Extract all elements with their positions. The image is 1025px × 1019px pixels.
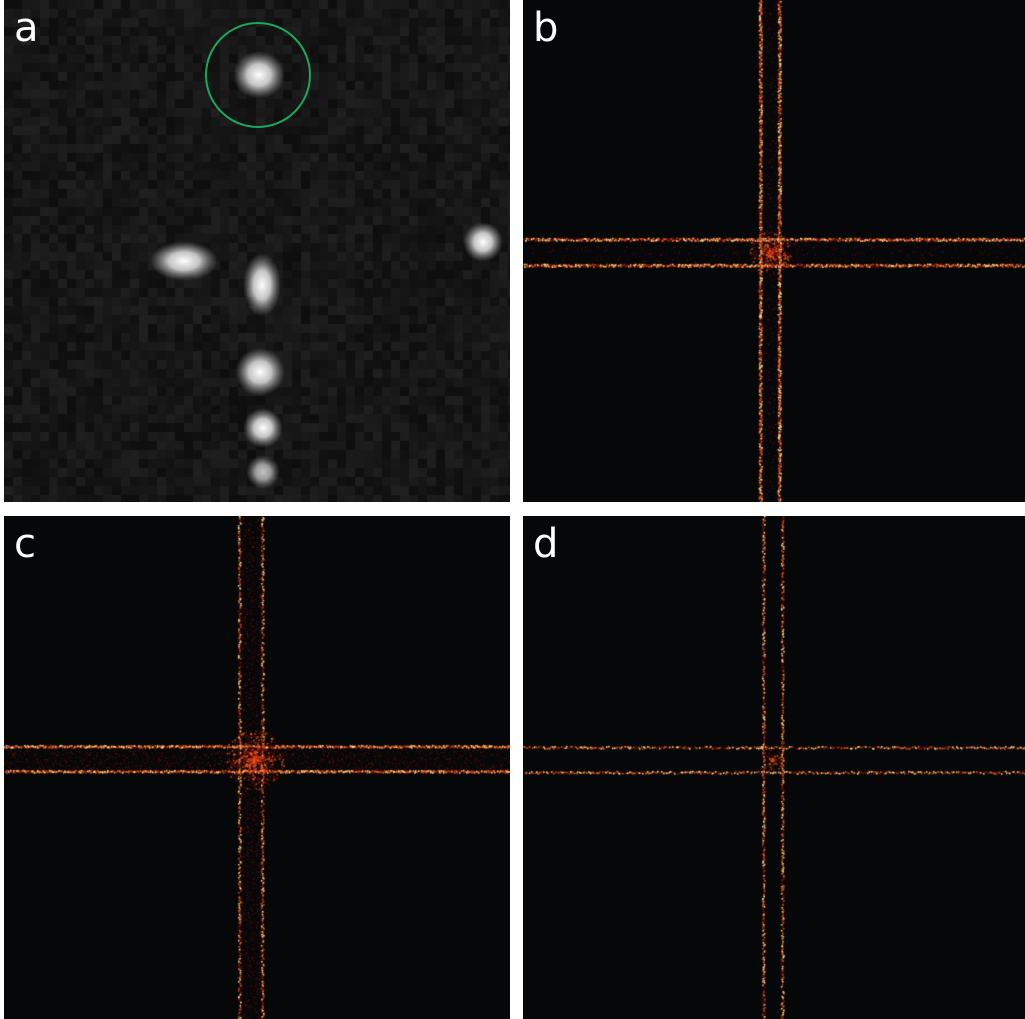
panel-label-d: d — [533, 521, 559, 567]
spot-highlighted — [233, 51, 285, 99]
panel-label-a: a — [14, 5, 39, 51]
streak-pattern — [523, 516, 1025, 1019]
spot-right — [463, 222, 503, 262]
streak-pattern — [4, 516, 510, 1019]
panel-label-b: b — [533, 5, 559, 51]
highlight-circle — [205, 22, 311, 128]
panel-a-microscopy-image: a — [4, 0, 510, 502]
spot-middle — [235, 348, 285, 396]
streak-pattern — [523, 0, 1025, 502]
panel-c-fourier-image: c — [4, 516, 510, 1019]
panel-b-fourier-image: b — [523, 0, 1025, 502]
spot-bottom — [246, 455, 280, 489]
panel-label-c: c — [14, 521, 36, 567]
spot-left-pair — [150, 241, 218, 281]
microscopy-spots — [150, 22, 503, 489]
panel-d-fourier-image: d — [523, 516, 1025, 1019]
spot-lower — [243, 408, 283, 448]
spot-elongated — [243, 253, 281, 317]
